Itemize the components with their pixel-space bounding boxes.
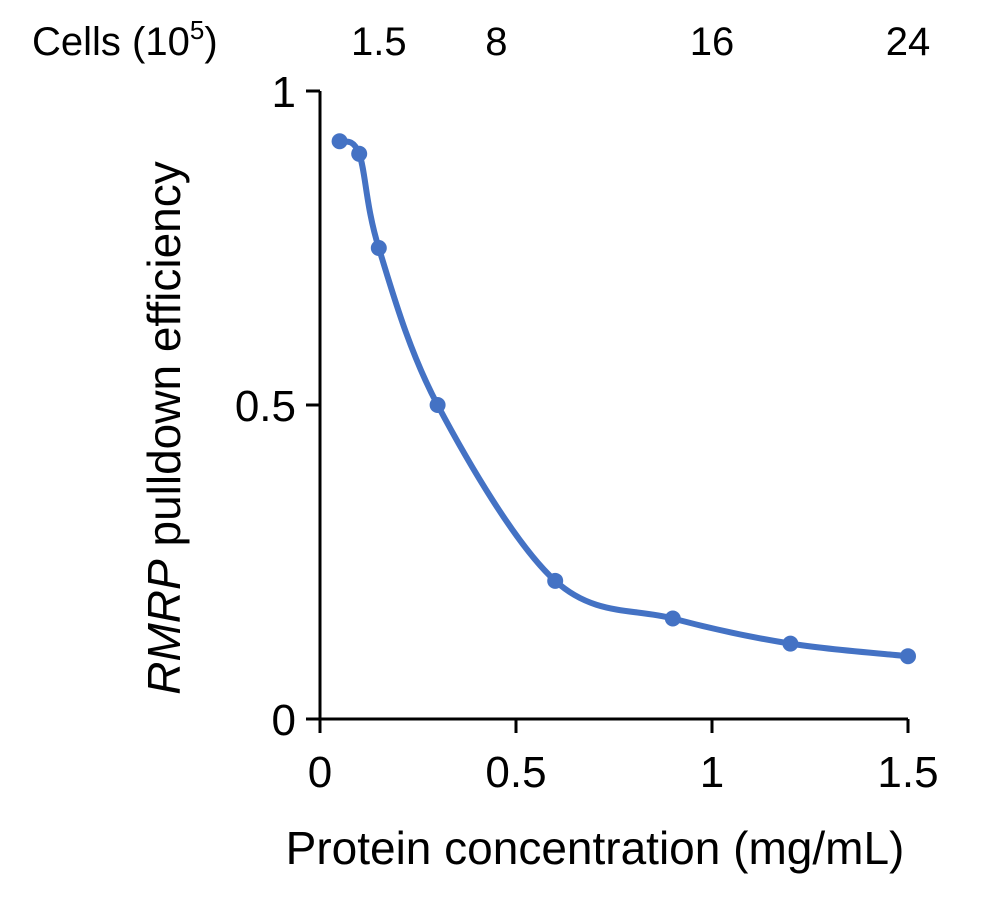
x-tick-label: 1 (700, 748, 724, 797)
data-point (429, 397, 446, 413)
series-line (336, 138, 911, 660)
y-axis-title-rest: pulldown efficiency (138, 161, 190, 559)
top-axis-tick-label: 16 (690, 20, 735, 64)
y-axis-title-italic: RMRP (138, 559, 190, 695)
top-axis-tick-label: 24 (886, 20, 931, 64)
data-point (370, 240, 387, 256)
series-layer (331, 133, 916, 665)
top-axis-title-exponent: 5 (190, 15, 204, 45)
x-tick-label: 0.5 (485, 748, 546, 797)
top-axis-title-base: Cells (10 (32, 20, 190, 64)
data-point (664, 610, 681, 627)
y-axis-title: RMRP pulldown efficiency (138, 161, 190, 695)
top-axis-tick-label: 1.5 (351, 20, 407, 64)
x-axis-ticks: 0 0.5 1 1.5 (308, 719, 939, 797)
y-tick-label: 0.5 (235, 382, 296, 431)
x-axis-title: Protein concentration (mg/mL) (286, 822, 905, 874)
data-point (331, 133, 348, 150)
data-point (900, 648, 916, 665)
data-point (782, 635, 799, 652)
data-point (351, 145, 368, 162)
x-tick-label: 1.5 (877, 748, 938, 797)
top-axis-tick-labels: 1.5 8 16 24 (351, 20, 930, 64)
top-axis-title: Cells (105) (32, 15, 218, 64)
top-axis-tick-label: 8 (485, 20, 507, 64)
x-tick-label: 0 (308, 748, 332, 797)
y-tick-label: 1 (272, 68, 296, 117)
data-point (547, 572, 564, 589)
y-axis-ticks: 00.51 (235, 68, 320, 745)
y-tick-label: 0 (272, 696, 296, 745)
top-axis-title-close: ) (204, 20, 217, 64)
